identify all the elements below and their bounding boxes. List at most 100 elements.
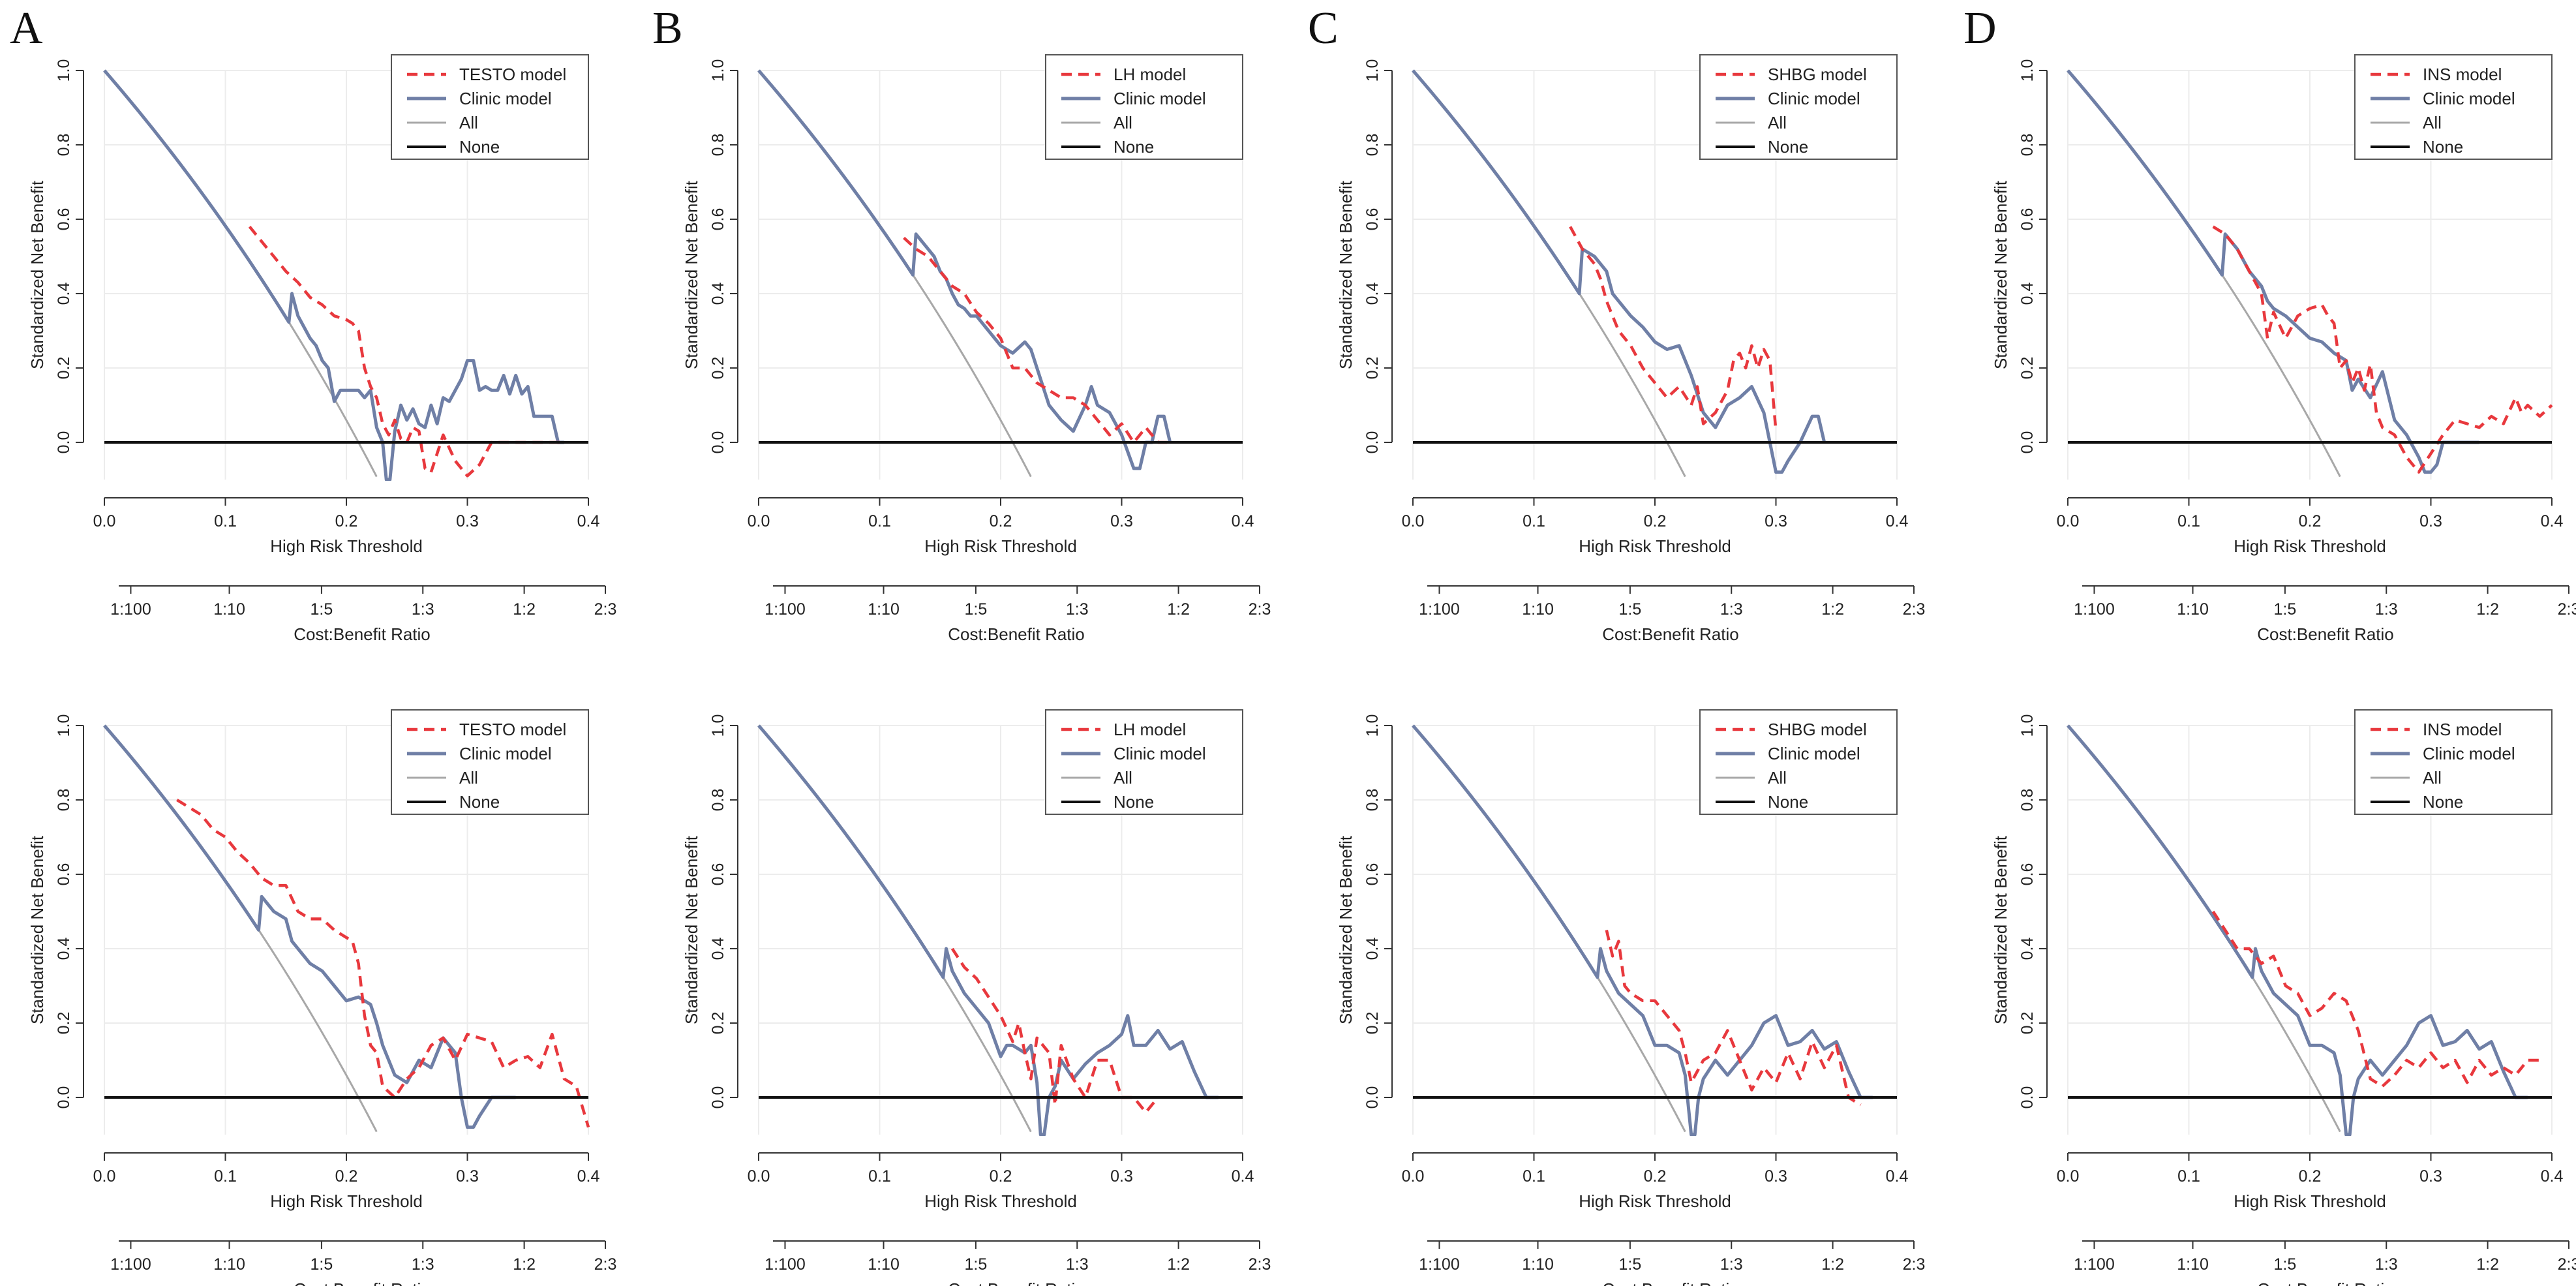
x-tick-label: 0.2 bbox=[1644, 1167, 1667, 1186]
all-curve bbox=[757, 725, 1032, 1133]
y-tick-label: 0.0 bbox=[1363, 1086, 1382, 1109]
legend-box bbox=[391, 709, 589, 815]
y-tick-label: 0.4 bbox=[709, 283, 727, 305]
x-tick-label: 0.1 bbox=[2177, 512, 2200, 530]
legend-label: None bbox=[2423, 137, 2463, 157]
cost-tick-label: 1:2 bbox=[2476, 600, 2499, 619]
legend-box bbox=[2354, 54, 2553, 160]
y-axis: 0.0 0.2 0.4 0.6 0.8 1.0 Standardized Net Benef… bbox=[1991, 59, 2048, 453]
x-tick-label: 0.1 bbox=[214, 512, 237, 530]
cost-axis-title: Cost:Benefit Ratio bbox=[1602, 624, 1739, 644]
x-tick-label: 0.1 bbox=[1523, 512, 1545, 530]
x-tick-label: 0.0 bbox=[93, 512, 116, 530]
cost-tick-label: 1:2 bbox=[2476, 1255, 2499, 1274]
x-tick-label: 0.0 bbox=[2057, 512, 2080, 530]
y-tick-label: 1.0 bbox=[2018, 714, 2037, 737]
legend-box bbox=[1699, 709, 1898, 815]
y-tick-label: 0.8 bbox=[1363, 789, 1382, 812]
x-tick-label: 0.0 bbox=[93, 1167, 116, 1186]
cost-tick-label: 1:2 bbox=[513, 600, 536, 619]
x-tick-label: 0.4 bbox=[577, 1167, 600, 1186]
legend-box bbox=[2354, 709, 2553, 815]
plot-area bbox=[2067, 724, 2552, 1136]
chart-a-top: 0.0 0.2 0.4 0.6 0.8 1.0 Standardized Net Benef… bbox=[27, 54, 617, 644]
model-line bbox=[1569, 226, 1778, 432]
all-curve bbox=[2067, 725, 2341, 1133]
chart-b-bottom: 0.0 0.2 0.4 0.6 0.8 1.0 Standardized Net Benef… bbox=[682, 709, 1271, 1286]
x-axis: 0.0 0.1 0.2 0.3 0.4 High Risk Threshold bbox=[93, 497, 599, 556]
y-tick-label: 0.2 bbox=[709, 357, 727, 380]
y-axis-title: Standardized Net Benefit bbox=[1336, 180, 1356, 369]
x-tick-label: 0.3 bbox=[456, 512, 479, 530]
x-tick-label: 0.1 bbox=[868, 512, 891, 530]
cost-axis: 1:100 1:10 1:5 1:3 1:2 2:3 Cost:Benefit Ratio bbox=[765, 1240, 1271, 1286]
y-tick-label: 0.8 bbox=[55, 134, 73, 157]
chart-d-top: 0.0 0.2 0.4 0.6 0.8 1.0 Standardized Net Benef… bbox=[1991, 54, 2576, 644]
x-axis: 0.0 0.1 0.2 0.3 0.4 High Risk Threshold bbox=[1402, 1152, 1908, 1211]
cost-tick-label: 1:100 bbox=[110, 1255, 151, 1274]
x-tick-label: 0.3 bbox=[2419, 1167, 2442, 1186]
cost-axis-title: Cost:Benefit Ratio bbox=[1602, 1279, 1739, 1286]
cost-tick-label: 1:3 bbox=[1066, 1255, 1089, 1274]
y-tick-label: 0.6 bbox=[709, 208, 727, 231]
legend-label: All bbox=[459, 113, 478, 132]
cost-tick-label: 1:10 bbox=[868, 1255, 900, 1274]
cost-axis-title: Cost:Benefit Ratio bbox=[948, 624, 1085, 644]
x-axis-title: High Risk Threshold bbox=[2234, 1191, 2386, 1211]
chart-d-bottom: 0.0 0.2 0.4 0.6 0.8 1.0 Standardized Net Benef… bbox=[1991, 709, 2576, 1286]
cost-axis: 1:100 1:10 1:5 1:3 1:2 2:3 Cost:Benefit Ratio bbox=[110, 1240, 616, 1286]
cost-axis: 1:100 1:10 1:5 1:3 1:2 2:3 Cost:Benefit Ratio bbox=[2074, 1240, 2576, 1286]
cost-axis-title: Cost:Benefit Ratio bbox=[2257, 1279, 2394, 1286]
cost-tick-label: 2:3 bbox=[1249, 1255, 1271, 1274]
x-axis: 0.0 0.1 0.2 0.3 0.4 High Risk Threshold bbox=[748, 1152, 1254, 1211]
model-line bbox=[1605, 929, 1862, 1107]
y-tick-label: 0.2 bbox=[1363, 1012, 1382, 1035]
clinic-model-line bbox=[103, 724, 516, 1129]
y-tick-label: 0.6 bbox=[55, 208, 73, 231]
y-tick-label: 0.6 bbox=[1363, 863, 1382, 886]
y-tick-label: 0.4 bbox=[1363, 938, 1382, 960]
legend-label: All bbox=[1114, 113, 1132, 132]
clinic-model-line bbox=[2067, 724, 2528, 1136]
legend-label: All bbox=[1768, 768, 1787, 788]
cost-tick-label: 1:3 bbox=[2375, 1255, 2398, 1274]
y-tick-label: 1.0 bbox=[2018, 59, 2037, 82]
y-tick-label: 0.6 bbox=[55, 863, 73, 886]
cost-axis: 1:100 1:10 1:5 1:3 1:2 2:3 Cost:Benefit Ratio bbox=[110, 585, 617, 644]
cost-tick-label: 1:10 bbox=[1522, 600, 1554, 619]
x-tick-label: 0.0 bbox=[1402, 1167, 1425, 1186]
y-tick-label: 0.4 bbox=[2018, 283, 2037, 305]
legend-box bbox=[1699, 54, 1898, 160]
y-axis: 0.0 0.2 0.4 0.6 0.8 1.0 Standardized Net Benef… bbox=[682, 714, 738, 1109]
cost-axis: 1:100 1:10 1:5 1:3 1:2 2:3 Cost:Benefit Ratio bbox=[1419, 1240, 1925, 1286]
y-tick-label: 0.8 bbox=[55, 789, 73, 812]
y-tick-label: 1.0 bbox=[709, 59, 727, 82]
cost-tick-label: 1:3 bbox=[412, 600, 434, 619]
y-axis: 0.0 0.2 0.4 0.6 0.8 1.0 Standardized Net Benef… bbox=[1991, 714, 2048, 1109]
x-tick-label: 0.3 bbox=[1765, 1167, 1787, 1186]
legend: INS model Clinic model All None bbox=[2354, 709, 2553, 815]
y-tick-label: 0.4 bbox=[55, 938, 73, 960]
legend: SHBG model Clinic model All None bbox=[1699, 709, 1898, 815]
y-tick-label: 0.0 bbox=[1363, 431, 1382, 454]
x-tick-label: 0.1 bbox=[214, 1167, 237, 1186]
x-tick-label: 0.2 bbox=[335, 512, 358, 530]
legend-box bbox=[391, 54, 589, 160]
legend-label: Clinic model bbox=[2423, 744, 2515, 763]
legend-label: TESTO model bbox=[459, 65, 566, 84]
cost-tick-label: 2:3 bbox=[2558, 1255, 2576, 1274]
cost-tick-label: 2:3 bbox=[594, 600, 617, 619]
cost-tick-label: 1:100 bbox=[765, 600, 806, 619]
y-tick-label: 0.4 bbox=[2018, 938, 2037, 960]
clinic-model-line bbox=[757, 724, 1219, 1136]
legend-label: Clinic model bbox=[1768, 89, 1860, 108]
legend-label: None bbox=[459, 137, 500, 157]
legend-label: All bbox=[2423, 113, 2442, 132]
model-line bbox=[950, 947, 1159, 1114]
x-tick-label: 0.3 bbox=[2419, 512, 2442, 530]
cost-tick-label: 1:100 bbox=[2074, 1255, 2115, 1274]
plot-area bbox=[2067, 69, 2553, 478]
cost-tick-label: 1:5 bbox=[311, 600, 333, 619]
y-tick-label: 0.2 bbox=[1363, 357, 1382, 380]
legend-label: None bbox=[459, 792, 500, 812]
